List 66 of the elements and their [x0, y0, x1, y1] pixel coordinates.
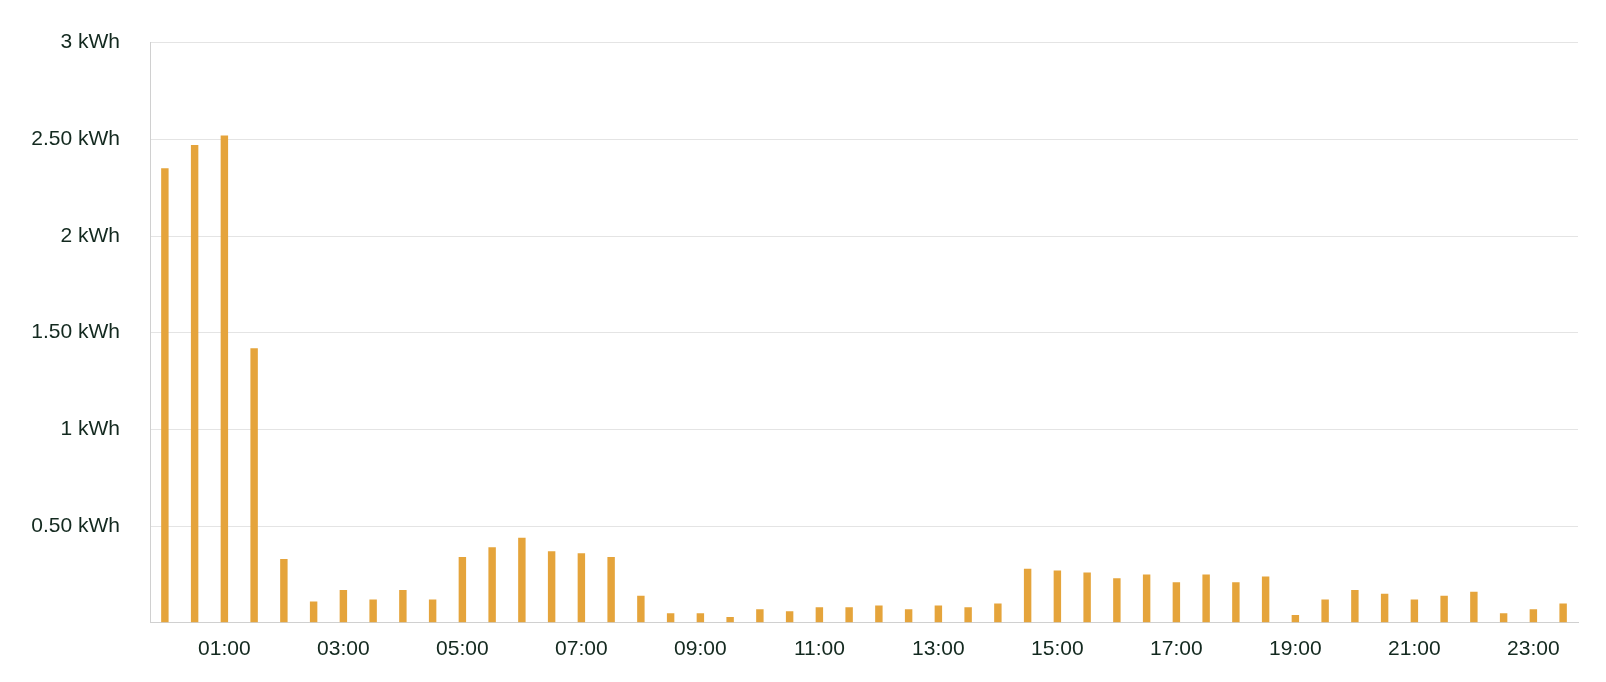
- y-tick-label: 1.50 kWh: [31, 319, 120, 343]
- bar: [161, 168, 169, 623]
- bar: [1113, 578, 1121, 623]
- bar: [399, 589, 407, 623]
- bar: [875, 605, 883, 623]
- bar: [518, 537, 526, 623]
- bar: [220, 135, 229, 623]
- x-tick-label: 05:00: [436, 636, 489, 660]
- bar: [637, 595, 645, 623]
- bar: [934, 605, 943, 623]
- bar: [458, 557, 467, 623]
- bar: [280, 558, 288, 623]
- bar: [845, 607, 853, 623]
- bar: [369, 599, 377, 623]
- y-tick-label: 2.50 kWh: [31, 126, 120, 150]
- bar: [666, 613, 675, 623]
- bar: [1470, 591, 1478, 623]
- bar: [1142, 574, 1151, 623]
- bar: [815, 607, 824, 623]
- bar: [904, 609, 913, 623]
- bar: [1351, 589, 1359, 623]
- bar: [577, 553, 586, 623]
- bar: [547, 551, 556, 623]
- bar: [994, 603, 1002, 623]
- bar: [309, 601, 318, 623]
- y-tick-label: 1 kWh: [60, 416, 120, 440]
- bar: [607, 557, 615, 623]
- bar: [190, 145, 199, 623]
- bar: [964, 607, 972, 623]
- x-tick-label: 13:00: [912, 636, 965, 660]
- x-tick-label: 19:00: [1269, 636, 1322, 660]
- bar: [1023, 568, 1032, 623]
- bar: [726, 617, 734, 623]
- bar: [428, 599, 437, 623]
- y-tick-label: 3 kWh: [60, 29, 120, 53]
- bar: [1499, 613, 1508, 623]
- bar: [1261, 576, 1270, 623]
- bar: [488, 547, 496, 623]
- bar: [1232, 582, 1240, 623]
- bar: [785, 611, 794, 623]
- bar: [250, 348, 258, 623]
- bar: [1291, 615, 1300, 623]
- bar: [756, 609, 764, 623]
- y-tick-label: 0.50 kWh: [31, 512, 120, 536]
- x-tick-label: 11:00: [793, 636, 845, 660]
- bar: [1321, 599, 1329, 623]
- bar: [1053, 570, 1062, 623]
- bar: [1559, 603, 1567, 623]
- bar: [1083, 572, 1091, 623]
- bar: [1529, 609, 1538, 623]
- y-tick-label: 2 kWh: [60, 222, 120, 246]
- x-tick-label: 01:00: [198, 636, 251, 660]
- x-tick-label: 07:00: [555, 636, 608, 660]
- bar: [1380, 593, 1389, 623]
- bar: [339, 589, 348, 623]
- bar: [1440, 595, 1448, 623]
- x-tick-label: 23:00: [1507, 636, 1560, 660]
- bar: [696, 613, 705, 623]
- x-tick-label: 21:00: [1388, 636, 1441, 660]
- bar: [1202, 574, 1210, 623]
- x-tick-label: 15:00: [1031, 636, 1084, 660]
- x-tick-label: 09:00: [674, 636, 727, 660]
- x-tick-label: 03:00: [317, 636, 370, 660]
- x-tick-label: 17:00: [1150, 636, 1203, 660]
- bar: [1172, 582, 1181, 623]
- bar: [1410, 599, 1419, 623]
